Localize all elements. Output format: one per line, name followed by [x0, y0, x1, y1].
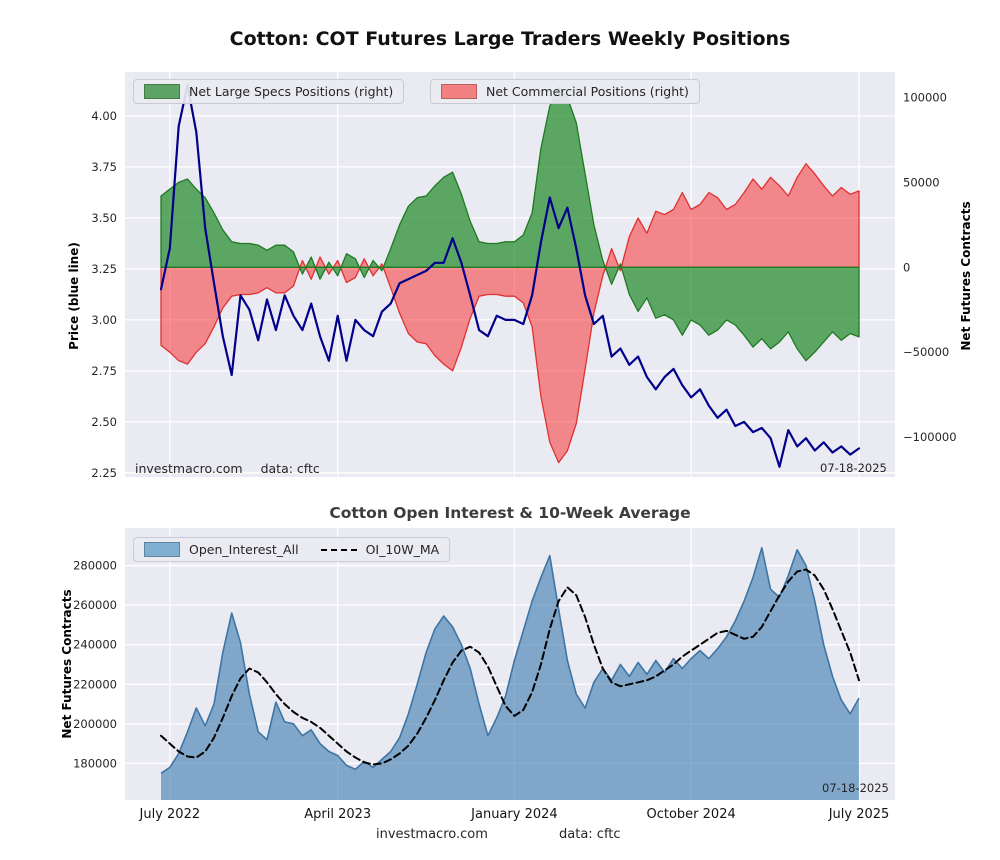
- blue-area-swatch: [144, 542, 180, 557]
- top-left-axis-title: Price (blue line): [67, 242, 81, 350]
- date-stamp-top: 07-18-2025: [820, 461, 887, 475]
- svg-text:2.25: 2.25: [91, 466, 117, 480]
- svg-text:2.75: 2.75: [91, 364, 117, 378]
- watermark-top: investmacro.com data: cftc: [135, 461, 320, 476]
- svg-text:100000: 100000: [903, 90, 947, 104]
- svg-text:260000: 260000: [73, 598, 117, 612]
- dashed-line-swatch: [320, 548, 357, 551]
- svg-text:4.00: 4.00: [91, 109, 117, 123]
- green-area-swatch: [144, 84, 180, 99]
- svg-text:0: 0: [903, 260, 910, 274]
- svg-text:2.50: 2.50: [91, 415, 117, 429]
- svg-text:3.00: 3.00: [91, 313, 117, 327]
- svg-text:−50000: −50000: [903, 345, 949, 359]
- svg-text:April 2023: April 2023: [304, 807, 371, 822]
- legend-open-interest: Open_Interest_All OI_10W_MA: [133, 537, 451, 562]
- svg-text:3.75: 3.75: [91, 160, 117, 174]
- legend-label-open-interest: Open_Interest_All: [189, 542, 299, 557]
- legend-label-ma: OI_10W_MA: [365, 542, 440, 557]
- red-area-swatch: [441, 84, 477, 99]
- svg-text:July 2022: July 2022: [139, 807, 201, 822]
- legend-net-commercials: Net Commercial Positions (right): [430, 79, 700, 104]
- footer-site: investmacro.com: [376, 827, 488, 842]
- bottom-chart-title: Cotton Open Interest & 10-Week Average: [329, 504, 691, 522]
- bottom-left-axis-title: Net Futures Contracts: [60, 589, 74, 739]
- watermark-source: data: cftc: [260, 461, 320, 476]
- svg-text:−100000: −100000: [903, 430, 957, 444]
- svg-text:240000: 240000: [73, 638, 117, 652]
- top-chart-title: Cotton: COT Futures Large Traders Weekly…: [229, 28, 791, 50]
- svg-text:January 2024: January 2024: [470, 807, 558, 822]
- top-right-axis-title: Net Futures Contracts: [959, 201, 973, 351]
- svg-text:3.50: 3.50: [91, 211, 117, 225]
- svg-text:200000: 200000: [73, 717, 117, 731]
- svg-text:220000: 220000: [73, 677, 117, 691]
- svg-text:280000: 280000: [73, 559, 117, 573]
- svg-text:3.25: 3.25: [91, 262, 117, 276]
- legend-net-large-specs: Net Large Specs Positions (right): [133, 79, 405, 104]
- svg-text:October 2024: October 2024: [647, 807, 736, 822]
- date-stamp-bottom: 07-18-2025: [822, 781, 889, 795]
- legend-label-specs: Net Large Specs Positions (right): [189, 84, 394, 99]
- svg-text:50000: 50000: [903, 175, 940, 189]
- legend-label-commercials: Net Commercial Positions (right): [486, 84, 689, 99]
- watermark-site: investmacro.com: [135, 461, 243, 476]
- svg-text:July 2025: July 2025: [828, 807, 890, 822]
- svg-text:180000: 180000: [73, 756, 117, 770]
- footer-source: data: cftc: [559, 827, 621, 842]
